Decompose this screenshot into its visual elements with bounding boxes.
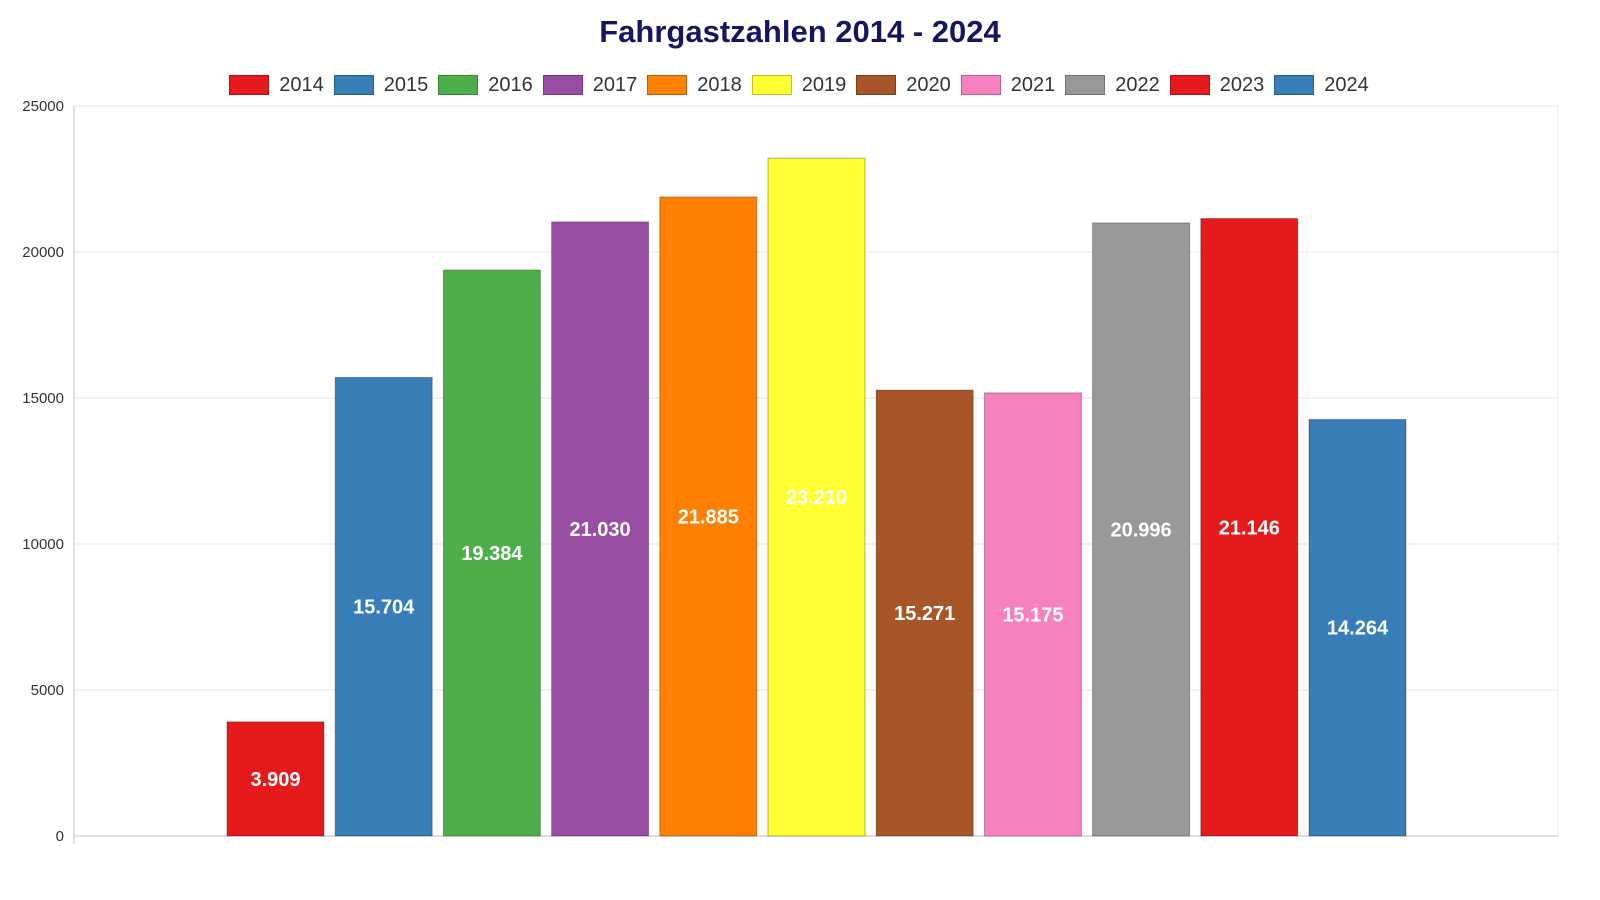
- bar-value-label-2015: 15.704: [353, 597, 415, 619]
- bar-2019: [767, 157, 866, 837]
- bar-value-label-2020: 15.271: [894, 603, 955, 625]
- bar-2014: [226, 721, 325, 837]
- legend-swatch: [751, 75, 792, 95]
- y-tick-label: 10000: [22, 536, 64, 553]
- legend-swatch: [438, 75, 479, 95]
- legend-label: 2017: [592, 73, 638, 96]
- legend-swatch: [1274, 75, 1315, 95]
- legend-item-2022: 2022: [1065, 74, 1160, 97]
- bar-value-label-2024: 14.264: [1327, 618, 1389, 640]
- legend-label: 2020: [906, 73, 951, 96]
- y-tick-label: 20000: [22, 244, 64, 261]
- legend-item-2020: 2020: [856, 74, 951, 97]
- bar-2021: [983, 392, 1082, 837]
- legend-swatch: [229, 75, 270, 95]
- bar-value-label-2014: 3.909: [250, 769, 300, 791]
- legend-item-2015: 2015: [333, 73, 429, 97]
- legend-swatch: [1169, 75, 1210, 95]
- bar-2020: [875, 389, 974, 837]
- legend-label: 2023: [1219, 73, 1265, 96]
- legend-label: 2024: [1324, 73, 1369, 96]
- legend-item-2019: 2019: [751, 73, 847, 97]
- bar-value-label-2019: 23.210: [786, 487, 847, 509]
- bar-2016: [442, 269, 541, 837]
- bar-value-label-2016: 19.384: [461, 543, 523, 565]
- legend-item-2017: 2017: [542, 73, 638, 97]
- legend-item-2016: 2016: [438, 74, 533, 97]
- bar-2015: [334, 376, 433, 837]
- legend-label: 2014: [279, 73, 324, 96]
- legend-item-2021: 2021: [960, 73, 1056, 97]
- legend-item-2023: 2023: [1169, 73, 1265, 97]
- legend-label: 2021: [1010, 73, 1056, 96]
- bar-2024: [1308, 418, 1407, 837]
- bar-2023: [1200, 218, 1299, 837]
- bar-value-label-2022: 20.996: [1111, 519, 1172, 541]
- bar-2022: [1092, 222, 1191, 837]
- bar-value-label-2021: 15.175: [1002, 604, 1063, 626]
- legend-swatch: [856, 75, 897, 95]
- legend-swatch: [960, 75, 1001, 95]
- bar-value-label-2023: 21.146: [1219, 517, 1280, 539]
- legend-item-2018: 2018: [647, 74, 742, 97]
- legend: 2014 2015 2016 2017 2018 2019 2020 2021 2022 2023…: [0, 72, 1600, 98]
- chart-title: Fahrgastzahlen 2014 - 2024: [599, 14, 1001, 49]
- legend-swatch: [333, 75, 374, 95]
- bar-2017: [551, 221, 650, 837]
- y-tick-label: 5000: [31, 682, 64, 699]
- legend-item-2024: 2024: [1274, 74, 1369, 97]
- legend-label: 2016: [488, 73, 533, 96]
- bar-2018: [659, 196, 758, 837]
- legend-swatch: [647, 75, 688, 95]
- bar-value-label-2017: 21.030: [570, 519, 631, 541]
- bar-value-label-2018: 21.885: [678, 506, 739, 528]
- y-tick-label: 15000: [22, 390, 64, 407]
- legend-label: 2022: [1115, 73, 1160, 96]
- y-tick-label: 0: [56, 828, 64, 845]
- legend-swatch: [1065, 75, 1106, 95]
- legend-item-2014: 2014: [229, 74, 324, 97]
- legend-swatch: [542, 75, 583, 95]
- legend-label: 2019: [801, 73, 847, 96]
- y-tick-label: 25000: [22, 98, 64, 115]
- legend-label: 2015: [383, 73, 429, 96]
- legend-label: 2018: [697, 73, 742, 96]
